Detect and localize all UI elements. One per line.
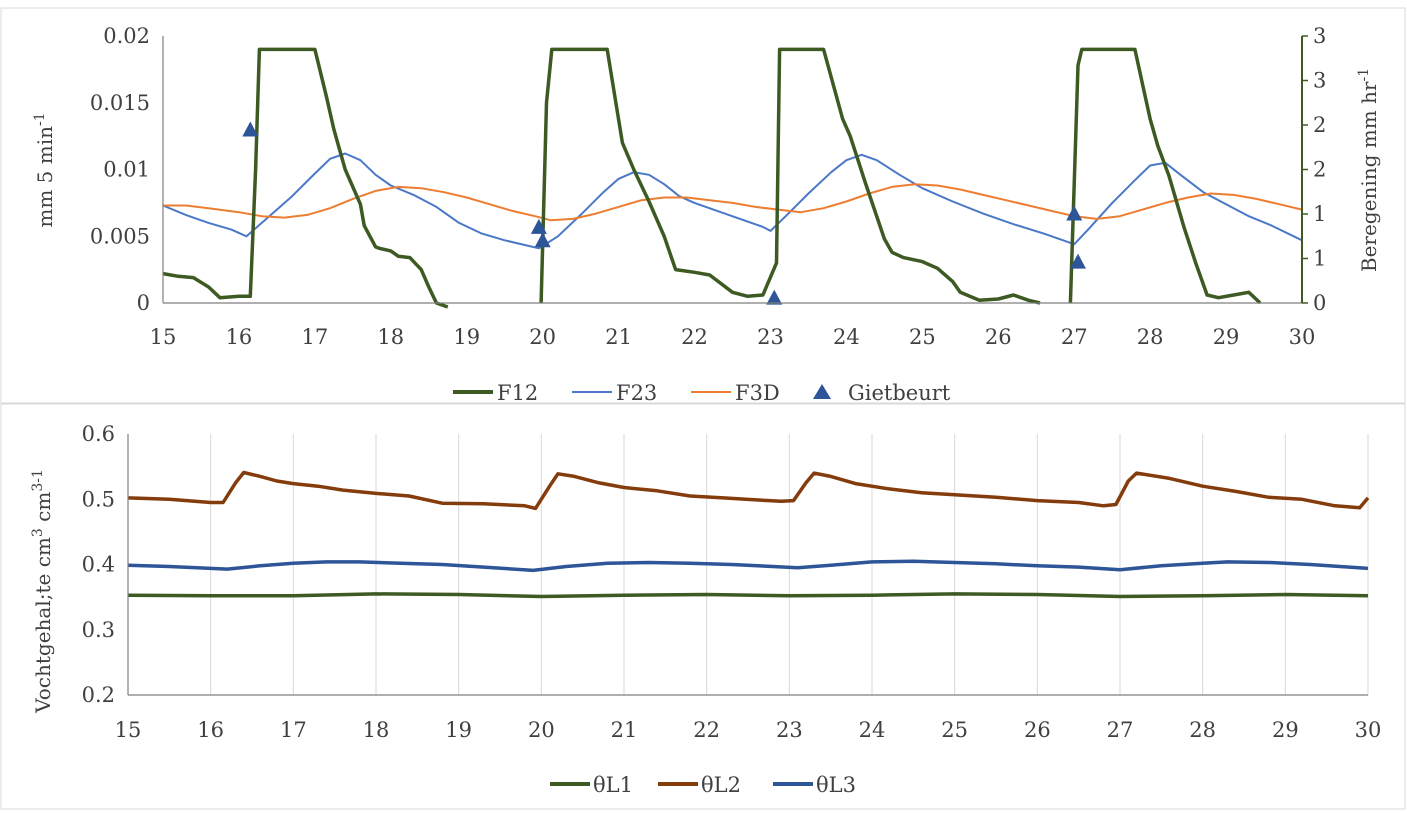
gietbeurt-marker xyxy=(534,232,551,248)
top-y2-tick-label: 0 xyxy=(1313,291,1326,315)
bottom-y-tick-label: 0.5 xyxy=(82,487,115,511)
top-x-tick-label: 29 xyxy=(1213,325,1240,349)
series-line-f12 xyxy=(162,47,449,309)
top-x-tick-label: 21 xyxy=(605,325,632,349)
legend-swatch-gietbeurt xyxy=(813,384,831,399)
top-x-tick-labels: 15 16 17 18 19 20 21 22 23 24 25 26 27 28 29 30 xyxy=(150,325,1316,349)
series-line-theta-l1 xyxy=(127,592,1369,599)
top-y2-tick-label: 2 xyxy=(1313,158,1326,182)
bottom-x-tick-label: 21 xyxy=(611,718,638,742)
gietbeurt-marker xyxy=(1069,253,1086,269)
legend-label-theta-l2: θL2 xyxy=(701,773,741,797)
legend-label-gietbeurt: Gietbeurt xyxy=(848,381,951,405)
top-y-tick-label: 0.005 xyxy=(90,224,150,248)
bottom-x-tick-label: 25 xyxy=(941,718,968,742)
top-y2-tick-label: 2 xyxy=(1313,113,1326,137)
top-x-tick-label: 22 xyxy=(681,325,708,349)
top-y-tick-label: 0.02 xyxy=(103,24,150,48)
bottom-y-axis-label: Vochtgehal;te cm3 cm3-1 xyxy=(30,469,55,714)
bottom-y-tick-label: 0.6 xyxy=(82,422,115,446)
top-x-tick-label: 20 xyxy=(529,325,556,349)
bottom-y-tick-labels: 0.2 0.3 0.4 0.5 0.6 xyxy=(82,422,115,707)
moisture-chart: 15 16 17 18 19 20 21 22 23 24 25 26 27 28 29 30 0.20.30… xyxy=(30,422,1381,797)
legend-label-theta-l3: θL3 xyxy=(816,773,856,797)
top-x-tick-label: 27 xyxy=(1061,325,1088,349)
top-y2-tick-label: 3 xyxy=(1313,24,1326,48)
top-y-axis-label: mm 5 min-1 xyxy=(32,112,57,227)
bottom-x-tick-label: 28 xyxy=(1189,718,1216,742)
top-x-tick-label: 18 xyxy=(377,325,404,349)
series-line-f3d xyxy=(163,183,1303,222)
bottom-x-tick-label: 20 xyxy=(528,718,555,742)
top-y2-axis-label: Beregening mm hr-1 xyxy=(1356,68,1381,272)
bottom-legend: θL1 θL2 θL3 xyxy=(550,773,856,797)
series-line-theta-l2 xyxy=(127,470,1370,511)
top-x-tick-label: 15 xyxy=(150,325,177,349)
bottom-x-tick-label: 29 xyxy=(1272,718,1299,742)
gietbeurt-marker xyxy=(242,121,259,137)
top-x-tick-label: 17 xyxy=(301,325,328,349)
bottom-x-tick-label: 22 xyxy=(693,718,720,742)
top-y2-tick-labels: 0 1 1 2 2 3 3 xyxy=(1313,24,1326,315)
bottom-chart-series xyxy=(127,470,1370,599)
top-y-tick-label: 0.01 xyxy=(103,158,150,182)
series-line-f12 xyxy=(1068,47,1262,305)
bottom-x-tick-label: 23 xyxy=(776,718,803,742)
top-x-tick-label: 16 xyxy=(226,325,253,349)
top-x-tick-label: 24 xyxy=(833,325,860,349)
top-x-tick-label: 23 xyxy=(757,325,784,349)
bottom-x-tick-label: 18 xyxy=(363,718,390,742)
series-line-f12 xyxy=(539,47,1041,305)
bottom-x-tick-label: 30 xyxy=(1355,718,1382,742)
top-y-tick-labels: 0 0.005 0.01 0.015 0.02 xyxy=(90,24,150,315)
bottom-x-tick-labels: 15 16 17 18 19 20 21 22 23 24 25 26 27 28 29 30 xyxy=(115,718,1382,742)
bottom-y-tick-label: 0.2 xyxy=(82,683,115,707)
top-y2-tick-label: 3 xyxy=(1313,69,1326,93)
top-y2-tick-label: 1 xyxy=(1313,202,1326,226)
legend-label-f12: F12 xyxy=(497,381,538,405)
series-line-f23 xyxy=(162,152,1303,250)
bottom-x-tick-label: 24 xyxy=(859,718,886,742)
bottom-x-tick-label: 16 xyxy=(197,718,224,742)
top-x-tick-label: 28 xyxy=(1137,325,1164,349)
bottom-y-tick-label: 0.4 xyxy=(82,553,115,577)
top-x-tick-label: 25 xyxy=(909,325,936,349)
series-line-theta-l3 xyxy=(127,559,1369,573)
bottom-x-tick-label: 17 xyxy=(280,718,307,742)
bottom-chart-frame xyxy=(0,403,1406,810)
top-x-tick-label: 26 xyxy=(985,325,1012,349)
legend-label-theta-l1: θL1 xyxy=(593,773,633,797)
top-y-tick-label: 0 xyxy=(137,291,150,315)
top-chart-series xyxy=(162,47,1303,309)
bottom-x-tick-label: 19 xyxy=(445,718,472,742)
gietbeurt-marker xyxy=(530,218,547,234)
legend-label-f3d: F3D xyxy=(735,381,780,405)
legend-label-f23: F23 xyxy=(616,381,657,405)
bottom-x-tick-label: 26 xyxy=(1024,718,1051,742)
top-y-tick-label: 0.015 xyxy=(90,91,150,115)
flux-chart: 15 16 17 18 19 20 21 22 23 24 25 26 27 28 29 30 00.0050… xyxy=(32,24,1381,405)
top-x-tick-label: 30 xyxy=(1289,325,1316,349)
top-x-tick-label: 19 xyxy=(453,325,480,349)
gietbeurt-marker xyxy=(766,289,783,305)
bottom-x-tick-label: 15 xyxy=(115,718,142,742)
top-chart-frame xyxy=(0,7,1406,404)
gietbeurt-marker xyxy=(1066,205,1083,221)
bottom-y-tick-label: 0.3 xyxy=(82,618,115,642)
bottom-x-tick-label: 27 xyxy=(1107,718,1134,742)
top-y2-tick-label: 1 xyxy=(1313,247,1326,271)
top-legend: F12 F23 F3D Gietbeurt xyxy=(453,381,951,405)
